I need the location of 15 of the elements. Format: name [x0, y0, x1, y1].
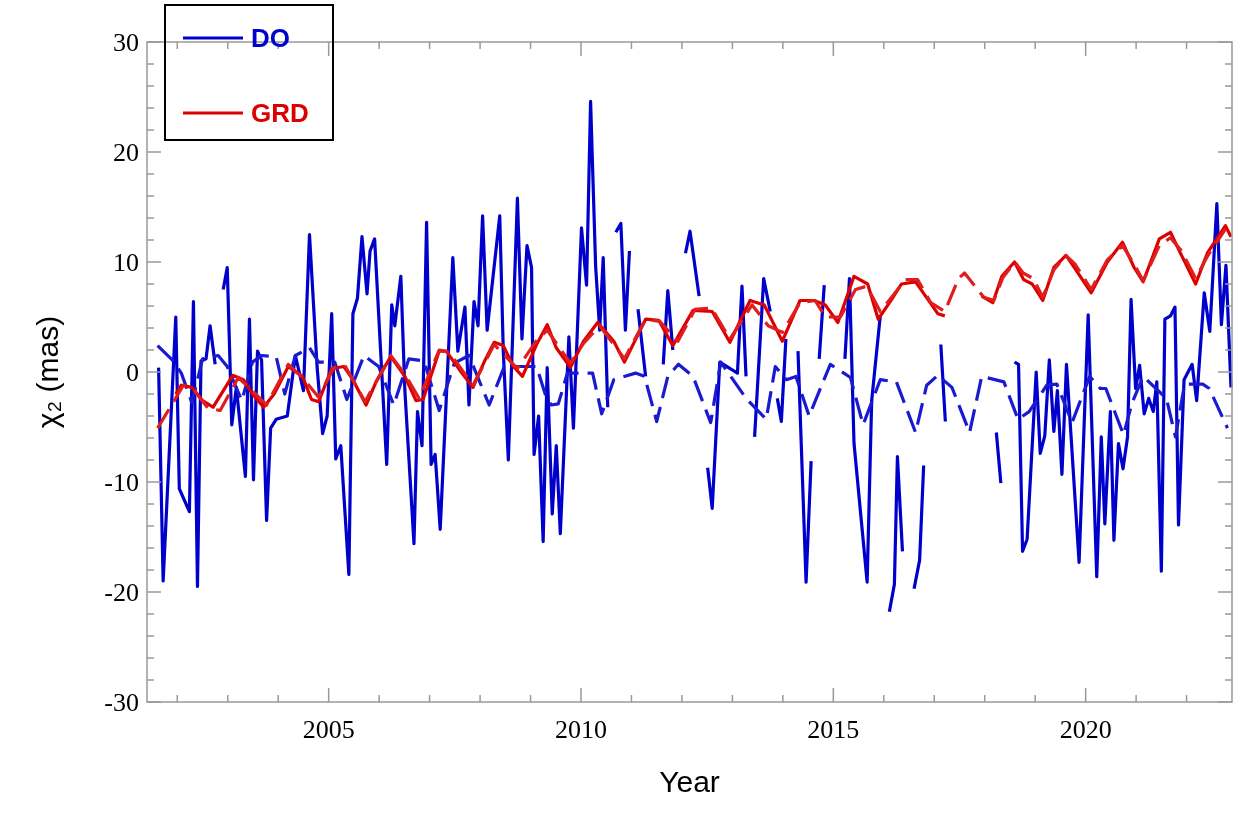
y-tick-label: -20 [104, 577, 139, 607]
y-tick-label: 20 [113, 137, 139, 167]
y-tick-label: 10 [113, 247, 139, 277]
x-tick-label: 2015 [807, 715, 860, 744]
x-tick-label: 2010 [555, 715, 607, 744]
legend-label: DO [251, 23, 290, 53]
x-tick-label: 2005 [302, 715, 355, 744]
y-tick-label: -30 [104, 687, 139, 717]
y-tick-label: 0 [126, 357, 139, 387]
x-tick-label: 2020 [1059, 715, 1112, 744]
legend-label: GRD [251, 98, 309, 128]
y-tick-label: -10 [104, 467, 139, 497]
y-axis-title: χ₂ (mas) [31, 315, 64, 429]
y-tick-label: 30 [113, 27, 139, 57]
x-axis-title: Year [659, 765, 720, 798]
